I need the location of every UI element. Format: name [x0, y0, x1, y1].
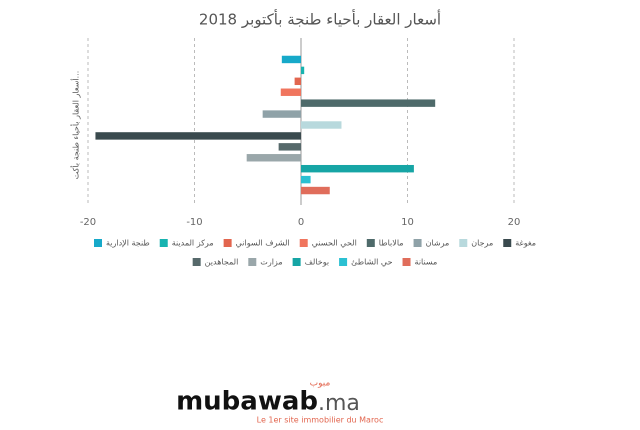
legend-label: مرجان: [471, 239, 493, 248]
legend-label: مسنانة: [415, 258, 438, 267]
legend-label: المجاهدين: [205, 258, 239, 267]
chart-title: أسعار العقار بأحياء طنجة بأكتوبر 2018: [199, 9, 441, 29]
legend-item[interactable]: مغوغة: [503, 239, 536, 248]
legend-item[interactable]: حي الشاطئ: [339, 258, 393, 267]
legend-item[interactable]: مرشان: [413, 239, 450, 248]
legend-swatch: [223, 239, 232, 247]
bar: [280, 88, 301, 96]
bar: [301, 164, 414, 173]
legend-item[interactable]: طنجة الإدارية: [94, 239, 150, 249]
legend-label: مالاباطا: [379, 239, 404, 248]
legend-swatch: [413, 239, 422, 247]
legend-swatch: [299, 239, 308, 247]
legend-swatch: [292, 258, 301, 266]
legend-label: بوخالف: [305, 258, 329, 267]
logo-text: mubawab: [176, 387, 318, 417]
legend-swatch: [94, 239, 102, 247]
logo: مبوب mubawab .ma Le 1er site immobilier …: [176, 379, 383, 425]
legend-swatch: [248, 258, 257, 266]
legend-item[interactable]: بوخالف: [292, 258, 329, 267]
legend-label: مغوغة: [515, 239, 536, 248]
legend-swatch: [339, 258, 348, 266]
bar: [301, 66, 305, 75]
legend-label: مركز المدينة: [172, 239, 214, 248]
legend-swatch: [192, 258, 201, 266]
legend-item[interactable]: الحي الحسني: [299, 239, 357, 248]
y-axis-label: أسعار العقار بأحياء طنجة بأكت...: [70, 71, 81, 180]
legend-swatch: [503, 239, 512, 247]
x-tick-label: 10: [401, 217, 414, 228]
bar: [301, 121, 342, 129]
logo-domain: .ma: [318, 391, 360, 416]
legend-label: الشرف السواني: [236, 239, 290, 248]
legend-swatch: [159, 239, 168, 247]
x-tick-label: 20: [508, 217, 521, 228]
bar: [246, 154, 301, 162]
legend-label: مرشان: [426, 239, 450, 248]
bar: [262, 110, 301, 118]
logo-arabic: مبوب: [310, 379, 331, 389]
bar: [95, 132, 301, 140]
x-tick-label: -20: [80, 217, 96, 228]
legend-item[interactable]: مزارت: [248, 258, 283, 267]
legend-label: حي الشاطئ: [351, 258, 392, 267]
bar: [294, 77, 301, 86]
tagline: Le 1er site immobilier du Maroc: [257, 416, 384, 425]
legend-item[interactable]: مرجان: [459, 239, 493, 248]
bar: [278, 143, 301, 151]
legend-label: الحي الحسني: [312, 239, 357, 248]
legend-item[interactable]: مالاباطا: [366, 239, 404, 248]
legend-item[interactable]: الشرف السواني: [223, 239, 290, 248]
legend-label: مزارت: [260, 258, 282, 267]
legend-swatch: [459, 239, 468, 247]
legend-swatch: [366, 239, 375, 247]
bar: [281, 55, 301, 64]
bar: [301, 99, 436, 107]
legend-label: طنجة الإدارية: [106, 239, 150, 249]
x-tick-label: 0: [298, 217, 304, 228]
legend-item[interactable]: المجاهدين: [192, 258, 239, 267]
bar: [301, 175, 311, 184]
x-tick-label: -10: [186, 217, 202, 228]
bar: [301, 186, 330, 195]
legend-swatch: [402, 258, 411, 266]
legend-item[interactable]: مركز المدينة: [159, 239, 214, 248]
legend-item[interactable]: مسنانة: [402, 258, 438, 267]
